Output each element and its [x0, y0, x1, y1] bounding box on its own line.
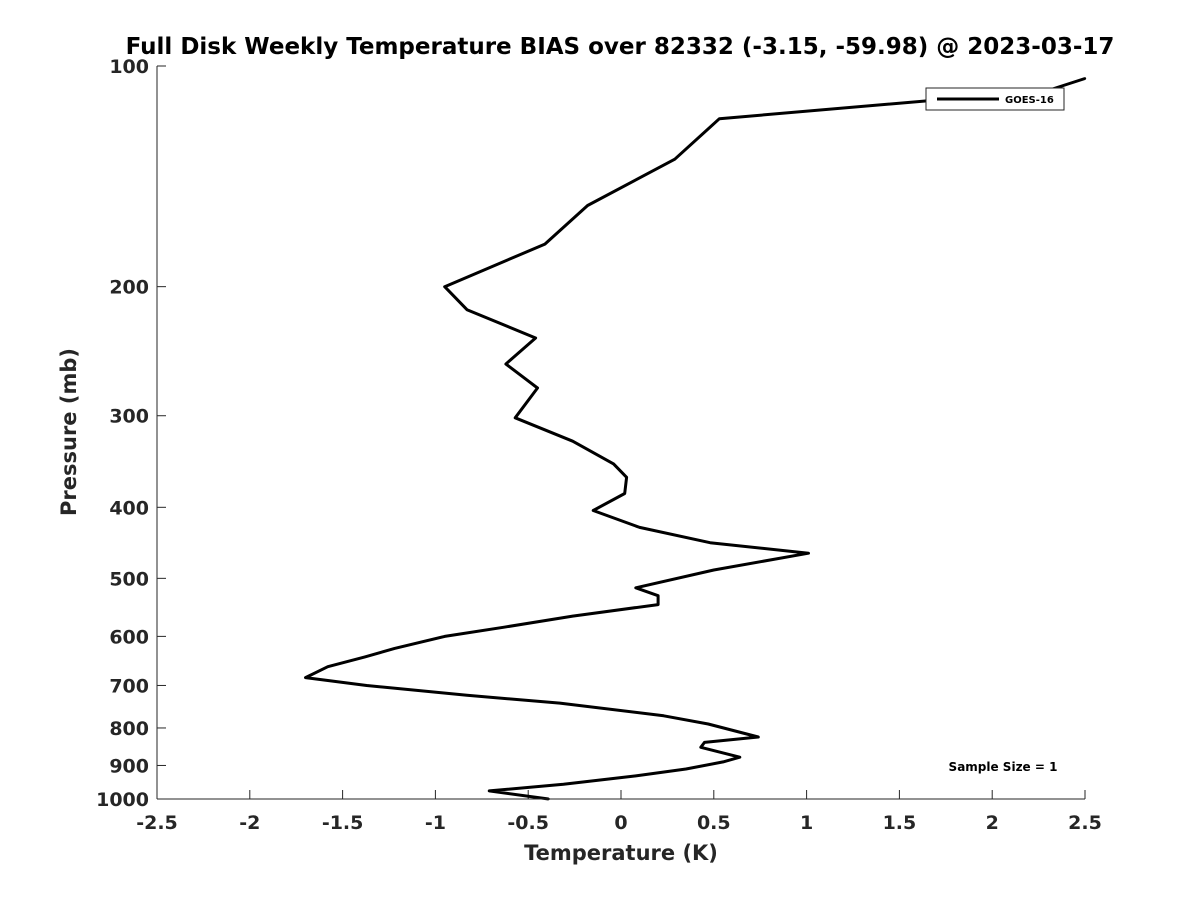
y-tick-label: 400: [109, 497, 149, 519]
y-tick-label: 500: [109, 568, 149, 590]
data-point: [571, 614, 574, 618]
y-tick-label: 300: [109, 406, 149, 428]
data-point: [807, 552, 810, 555]
data-point: [684, 767, 688, 771]
data-point: [502, 626, 506, 629]
data-point: [634, 774, 637, 778]
data-point: [673, 158, 676, 161]
data-point: [703, 741, 706, 744]
data-point: [393, 647, 396, 650]
data-point: [708, 541, 712, 544]
data-point: [638, 526, 641, 529]
data-point: [625, 476, 628, 479]
y-tick-label: 1000: [96, 789, 149, 811]
data-point: [592, 509, 595, 512]
y-axis-label: Pressure (mb): [57, 348, 81, 516]
data-point: [504, 362, 508, 366]
x-tick-label: -2.5: [136, 812, 178, 834]
x-tick-label: 2.5: [1068, 812, 1102, 834]
x-tick-label: 0: [614, 812, 627, 834]
data-point: [443, 285, 446, 288]
data-point: [488, 789, 491, 793]
data-point: [562, 783, 565, 786]
y-tick-label: 600: [109, 626, 149, 648]
data-point: [365, 684, 368, 687]
data-point: [718, 117, 721, 120]
data-point: [543, 242, 547, 246]
data-point: [534, 336, 537, 340]
x-axis-label: Temperature (K): [524, 841, 718, 865]
x-tick-label: 2: [986, 812, 999, 834]
plot-area: [157, 66, 1085, 799]
x-tick-label: -1: [425, 812, 446, 834]
y-tick-label: 900: [109, 755, 149, 777]
y-tick-label: 200: [109, 277, 149, 299]
data-point: [304, 676, 307, 679]
x-axis: -2.5 -2 -1.5 -1 -0.5 0 0.5 1 1.5 2 2.5: [136, 790, 1102, 834]
y-axis: 100 200 300 400 500 600 700 800 900 1000: [96, 56, 166, 811]
data-point: [656, 603, 660, 606]
data-point: [662, 714, 665, 717]
data-point: [721, 760, 725, 764]
data-point: [558, 701, 561, 705]
x-tick-label: -0.5: [507, 812, 549, 834]
sample-size-annotation: Sample Size = 1: [949, 760, 1058, 774]
data-point: [707, 722, 710, 726]
data-point: [1083, 77, 1087, 80]
data-point: [465, 694, 469, 697]
data-point: [738, 756, 741, 759]
x-tick-label: 1: [800, 812, 813, 834]
data-point: [634, 586, 637, 589]
data-point: [586, 204, 589, 207]
x-tick-label: -2: [239, 812, 260, 834]
chart-title: Full Disk Weekly Temperature BIAS over 8…: [126, 34, 1115, 60]
y-tick-label: 800: [109, 718, 149, 740]
series-line-goes-16: [304, 77, 1086, 801]
data-point: [712, 568, 715, 572]
data-point: [699, 746, 702, 749]
legend: GOES-16: [925, 87, 1065, 111]
data-point: [536, 386, 539, 390]
data-point: [571, 440, 574, 443]
data-point: [757, 735, 760, 739]
x-tick-label: 1.5: [883, 812, 917, 834]
x-tick-label: -1.5: [322, 812, 364, 834]
data-points: [304, 77, 1087, 801]
y-tick-label: 700: [109, 675, 149, 697]
legend-label-goes-16: GOES-16: [1005, 95, 1054, 106]
data-point: [363, 655, 367, 659]
data-point: [656, 594, 660, 597]
data-point: [326, 665, 329, 668]
x-tick-label: 0.5: [697, 812, 731, 834]
y-tick-label: 100: [109, 56, 149, 78]
data-point: [623, 492, 626, 495]
data-point: [465, 308, 469, 311]
data-point: [514, 416, 517, 419]
data-point: [443, 635, 446, 638]
data-point: [612, 462, 615, 466]
